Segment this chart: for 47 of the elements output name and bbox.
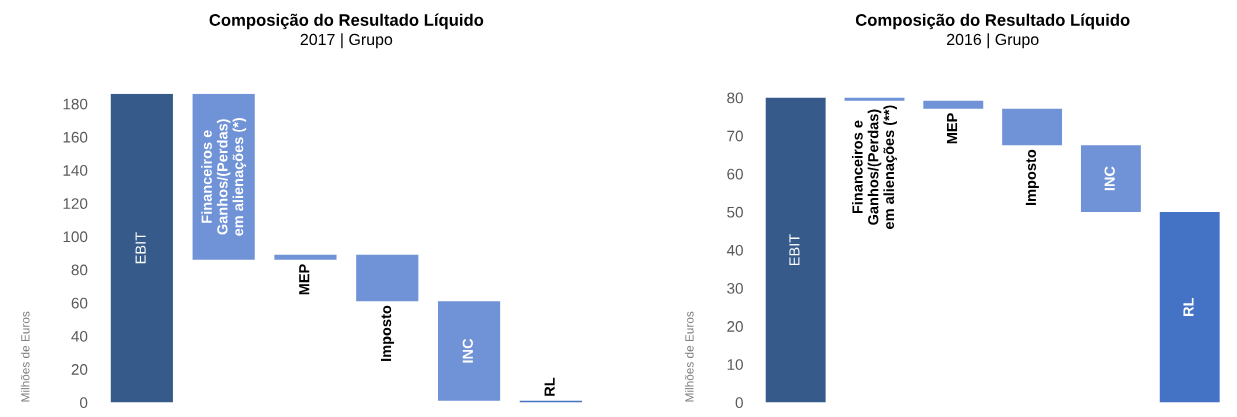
bar (1080, 145, 1141, 212)
x-tick-label: Imposto (381, 305, 395, 361)
x-tick-label: INC (1104, 166, 1115, 191)
x-tick-label: EBIT (789, 234, 800, 266)
bar (765, 97, 826, 403)
chart-subtitle: 2017 | Grupo (300, 33, 393, 49)
y-tick-label: 0 (80, 397, 88, 409)
bar (844, 97, 905, 101)
y-tick-label: 50 (727, 206, 743, 218)
y-tick-label: 140 (63, 165, 88, 176)
chart-subtitle: 2016 | Grupo (947, 33, 1039, 49)
y-tick-label: 10 (727, 359, 743, 370)
y-tick-label: 20 (71, 364, 88, 375)
x-tick-label: Financeiros e Ganhos/(Perdas) em alienações (**) (851, 105, 897, 229)
bar (356, 254, 419, 302)
x-tick-label: Imposto (1025, 149, 1039, 205)
x-tick-label: MEP (299, 264, 310, 295)
y-tick-label: 160 (63, 131, 88, 143)
y-axis-title: Milhões de Euros (20, 311, 30, 402)
y-tick-label: 40 (726, 244, 743, 256)
x-tick-label: INC (462, 338, 473, 363)
x-tick-label: MEP (947, 113, 958, 144)
y-tick-label: 60 (727, 168, 743, 180)
y-tick-label: 30 (727, 282, 743, 294)
x-tick-label: RL (544, 377, 555, 396)
y-tick-label: 100 (63, 231, 88, 243)
bar (110, 93, 173, 403)
chart-title: Composição do Resultado Líquido (855, 13, 1130, 30)
x-tick-label: Financeiros e Ganhos/(Perdas) em alienações (*) (201, 117, 247, 236)
bar (923, 100, 984, 109)
y-tick-label: 180 (63, 98, 88, 110)
x-tick-label: EBIT (135, 232, 146, 264)
y-tick-label: 20 (727, 321, 743, 332)
y-tick-label: 80 (71, 264, 88, 276)
y-tick-label: 40 (71, 330, 88, 342)
chart-title: Composição do Resultado Líquido (209, 13, 484, 30)
bar (1159, 211, 1220, 403)
bar (437, 301, 501, 401)
y-tick-label: 80 (727, 92, 743, 104)
y-tick-label: 0 (735, 397, 743, 409)
bar (274, 254, 337, 260)
y-axis-title: Milhões de Euros (684, 311, 694, 402)
y-tick-label: 60 (71, 297, 88, 309)
y-tick-label: 120 (63, 198, 88, 210)
y-tick-label: 70 (727, 130, 743, 142)
x-tick-label: RL (1183, 297, 1194, 316)
bar (1002, 108, 1063, 146)
